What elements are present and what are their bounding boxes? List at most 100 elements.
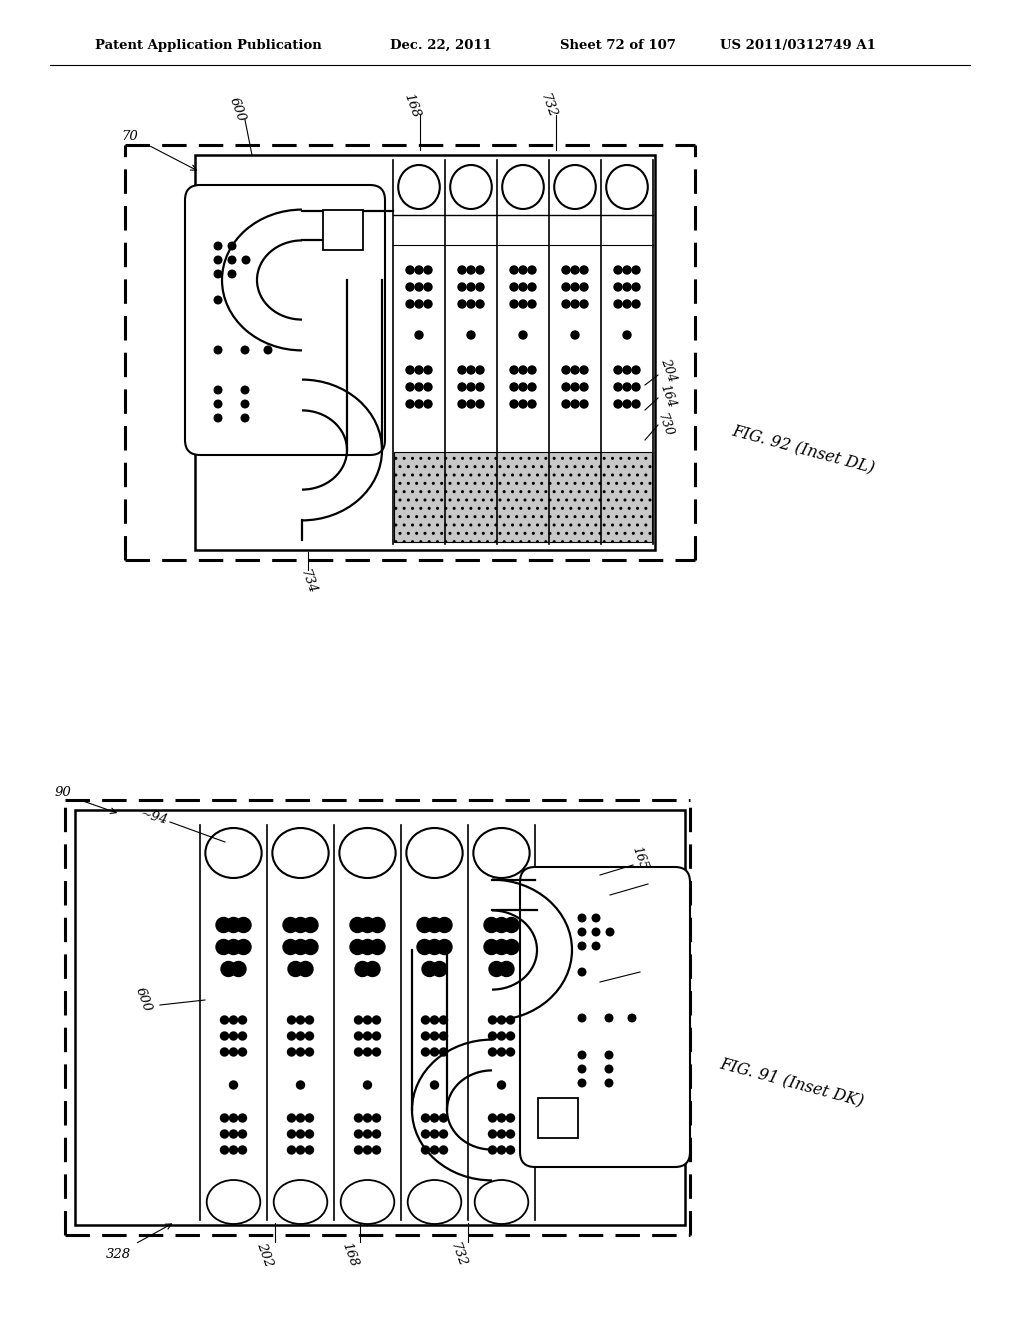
Text: 732: 732: [538, 92, 558, 120]
Circle shape: [528, 400, 536, 408]
Circle shape: [242, 414, 249, 422]
Circle shape: [406, 400, 414, 408]
Circle shape: [236, 917, 251, 932]
Circle shape: [422, 1032, 429, 1040]
Text: FIG. 91 (Inset DK): FIG. 91 (Inset DK): [718, 1055, 866, 1109]
Circle shape: [507, 1016, 514, 1024]
Circle shape: [243, 256, 250, 264]
Circle shape: [360, 940, 375, 954]
Circle shape: [439, 1146, 447, 1154]
Circle shape: [562, 300, 570, 308]
Circle shape: [458, 300, 466, 308]
Circle shape: [406, 300, 414, 308]
Circle shape: [415, 282, 423, 290]
Circle shape: [571, 300, 579, 308]
Circle shape: [373, 1114, 381, 1122]
Circle shape: [214, 414, 222, 422]
Circle shape: [220, 1032, 228, 1040]
Circle shape: [305, 1114, 313, 1122]
Circle shape: [439, 1048, 447, 1056]
Circle shape: [417, 917, 432, 932]
Circle shape: [242, 387, 249, 393]
Text: 328: 328: [105, 1247, 131, 1261]
Circle shape: [220, 1016, 228, 1024]
Circle shape: [498, 1114, 506, 1122]
Circle shape: [519, 331, 527, 339]
Circle shape: [579, 915, 586, 921]
Circle shape: [415, 383, 423, 391]
Circle shape: [427, 940, 442, 954]
Circle shape: [467, 300, 475, 308]
Circle shape: [354, 1146, 362, 1154]
Circle shape: [239, 1130, 247, 1138]
Circle shape: [373, 1146, 381, 1154]
Circle shape: [439, 1130, 447, 1138]
Circle shape: [229, 1146, 238, 1154]
Text: FIG. 92 (Inset DL): FIG. 92 (Inset DL): [730, 422, 877, 478]
Circle shape: [297, 1081, 304, 1089]
Circle shape: [484, 940, 499, 954]
Bar: [195, 154, 655, 550]
Circle shape: [580, 366, 588, 374]
Ellipse shape: [502, 165, 544, 209]
Circle shape: [406, 366, 414, 374]
Text: Patent Application Publication: Patent Application Publication: [95, 40, 322, 51]
Circle shape: [430, 1081, 438, 1089]
Circle shape: [422, 1016, 429, 1024]
Circle shape: [614, 400, 622, 408]
Circle shape: [415, 366, 423, 374]
Circle shape: [498, 1016, 506, 1024]
Circle shape: [439, 1016, 447, 1024]
Ellipse shape: [408, 1180, 461, 1224]
Circle shape: [632, 282, 640, 290]
Circle shape: [476, 267, 484, 275]
Circle shape: [623, 366, 631, 374]
Circle shape: [229, 1016, 238, 1024]
Circle shape: [519, 400, 527, 408]
Circle shape: [430, 1016, 438, 1024]
Circle shape: [507, 1048, 514, 1056]
Circle shape: [467, 400, 475, 408]
Circle shape: [216, 917, 231, 932]
Circle shape: [360, 917, 375, 932]
Circle shape: [592, 928, 600, 936]
Circle shape: [228, 256, 236, 264]
Circle shape: [484, 917, 499, 932]
Circle shape: [297, 1048, 304, 1056]
Circle shape: [297, 1146, 304, 1154]
Circle shape: [239, 1016, 247, 1024]
Circle shape: [221, 961, 236, 977]
Circle shape: [510, 300, 518, 308]
Circle shape: [370, 917, 385, 932]
Circle shape: [579, 928, 586, 936]
Circle shape: [430, 1114, 438, 1122]
Circle shape: [592, 942, 600, 950]
Circle shape: [488, 1032, 497, 1040]
Circle shape: [305, 1032, 313, 1040]
Circle shape: [214, 296, 222, 304]
Circle shape: [571, 282, 579, 290]
Circle shape: [415, 300, 423, 308]
Circle shape: [417, 940, 432, 954]
Circle shape: [579, 1014, 586, 1022]
Circle shape: [430, 1032, 438, 1040]
Circle shape: [562, 267, 570, 275]
Ellipse shape: [407, 828, 463, 878]
Circle shape: [504, 940, 519, 954]
Circle shape: [229, 1114, 238, 1122]
Circle shape: [528, 366, 536, 374]
Circle shape: [579, 1051, 586, 1059]
Text: US 2011/0312749 A1: US 2011/0312749 A1: [720, 40, 876, 51]
Text: 732: 732: [447, 1241, 468, 1269]
Circle shape: [510, 366, 518, 374]
Circle shape: [424, 300, 432, 308]
Circle shape: [519, 300, 527, 308]
Circle shape: [605, 1065, 612, 1073]
Circle shape: [439, 1032, 447, 1040]
Circle shape: [498, 1130, 506, 1138]
Circle shape: [504, 917, 519, 932]
Circle shape: [623, 331, 631, 339]
Circle shape: [579, 1065, 586, 1073]
Circle shape: [467, 383, 475, 391]
Circle shape: [467, 331, 475, 339]
